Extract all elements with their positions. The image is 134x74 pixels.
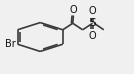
Text: O: O — [70, 5, 78, 15]
Text: S: S — [89, 18, 96, 28]
Text: Br: Br — [5, 39, 16, 49]
Text: O: O — [89, 6, 96, 16]
Text: O: O — [89, 31, 96, 41]
